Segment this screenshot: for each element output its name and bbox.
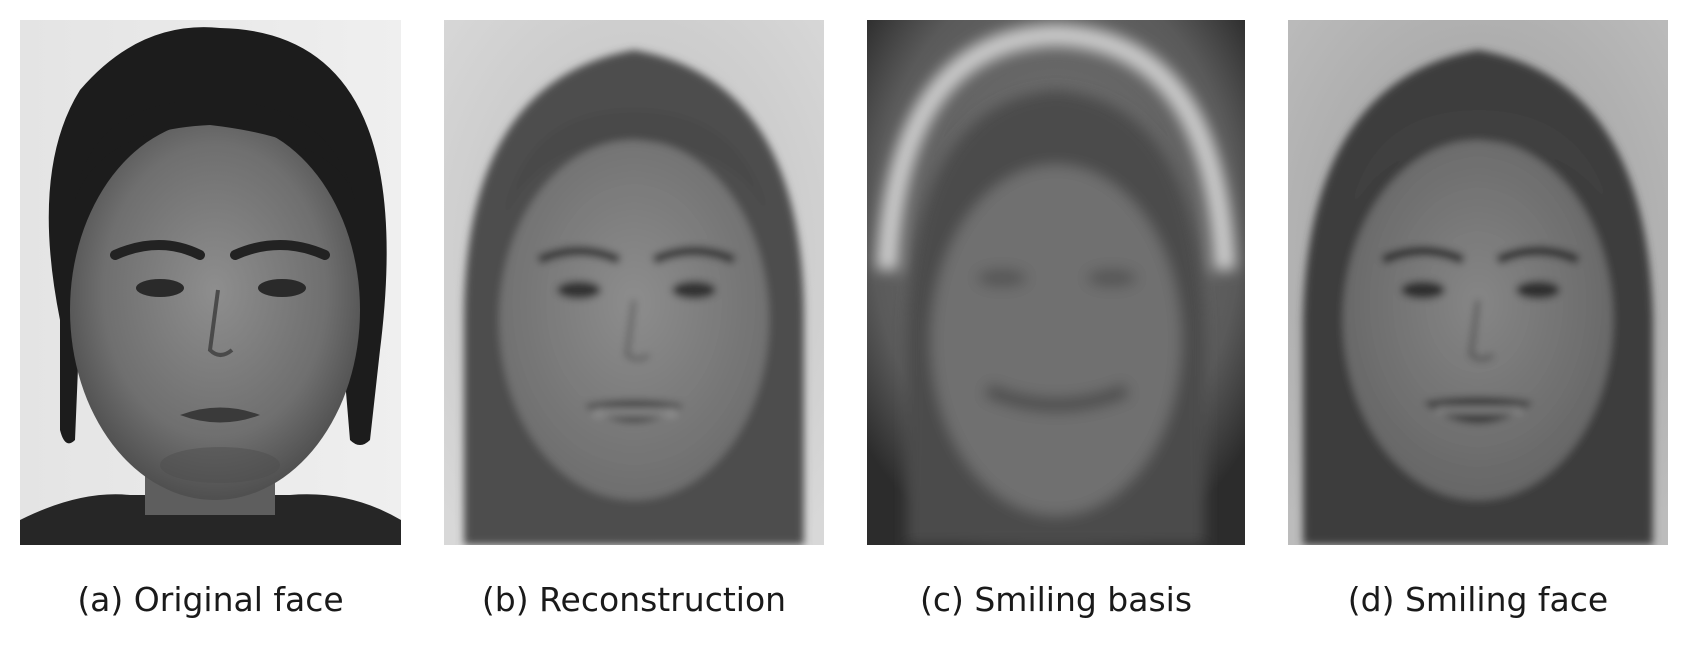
smiling-basis-image	[867, 20, 1245, 545]
reconstruction-image	[444, 20, 824, 545]
original-face-image	[20, 20, 401, 545]
caption-reconstruction: (b) Reconstruction	[481, 580, 787, 619]
smiling-face-image	[1288, 20, 1668, 545]
caption-smiling-basis: (c) Smiling basis	[919, 580, 1193, 619]
caption-smiling-face: (d) Smiling face	[1347, 580, 1609, 619]
caption-original-face: (a) Original face	[77, 580, 344, 619]
